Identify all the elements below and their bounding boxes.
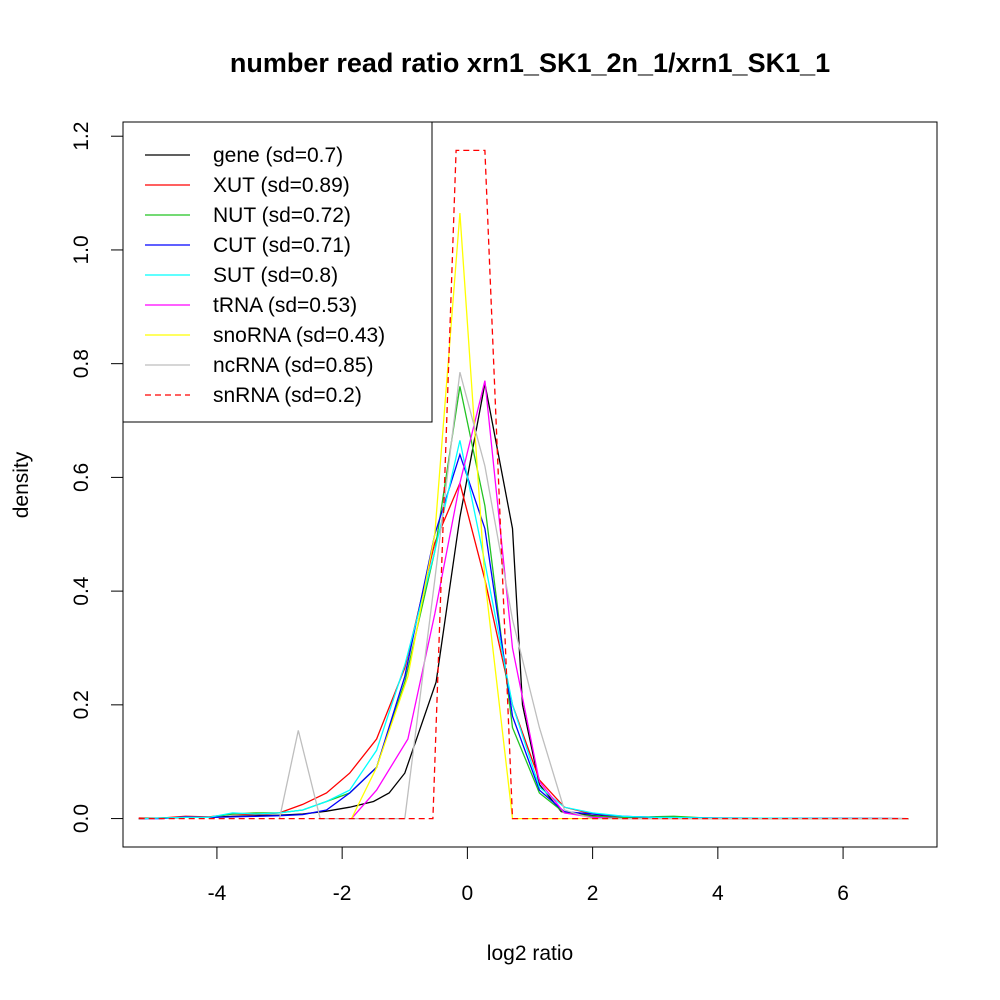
y-axis-label: density [10, 451, 33, 518]
x-axis-label: log2 ratio [487, 942, 573, 965]
y-tick-label: 0.4 [70, 576, 93, 606]
x-tick-label: 0 [462, 882, 474, 905]
x-tick-label: 4 [712, 882, 724, 905]
legend-label: ncRNA (sd=0.85) [213, 354, 374, 377]
legend-label: CUT (sd=0.71) [213, 234, 351, 257]
y-tick-label: 0.2 [70, 690, 93, 719]
y-tick-label: 0.6 [70, 463, 93, 492]
series-line-3 [138, 452, 909, 820]
series-line-1 [138, 481, 909, 820]
series-layer [138, 149, 909, 820]
series-line-2 [138, 386, 909, 820]
legend-label: snoRNA (sd=0.43) [213, 324, 385, 347]
series-line-8 [138, 149, 909, 820]
legend-label: gene (sd=0.7) [213, 144, 343, 167]
x-tick-label: 2 [587, 882, 599, 905]
x-tick-label: -4 [208, 882, 227, 905]
x-tick-label: 6 [837, 882, 849, 905]
legend-box [122, 121, 433, 423]
legend: gene (sd=0.7) XUT (sd=0.89) NUT (sd=0.72) C… [122, 121, 433, 423]
series-line-7 [278, 372, 909, 820]
series-line-5 [351, 380, 909, 820]
legend-label: XUT (sd=0.89) [213, 174, 350, 197]
legend-label: SUT (sd=0.8) [213, 264, 338, 287]
x-tick-label: -2 [333, 882, 352, 905]
y-tick-label: 1.2 [70, 122, 93, 151]
y-axis: 0.0 0.2 0.4 0.6 0.8 1.0 1.2 [70, 122, 124, 833]
series-line-4 [138, 440, 909, 820]
series-line-6 [350, 212, 909, 820]
y-tick-label: 0.0 [70, 804, 93, 833]
chart-title: number read ratio xrn1_SK1_2n_1/xrn1_SK1… [230, 48, 830, 78]
y-tick-label: 0.8 [70, 349, 93, 378]
y-tick-label: 1.0 [70, 235, 93, 264]
legend-label: tRNA (sd=0.53) [213, 294, 357, 317]
legend-label: snRNA (sd=0.2) [213, 384, 362, 407]
legend-label: NUT (sd=0.72) [213, 204, 351, 227]
x-axis: -4 -2 0 2 4 6 [208, 846, 849, 905]
